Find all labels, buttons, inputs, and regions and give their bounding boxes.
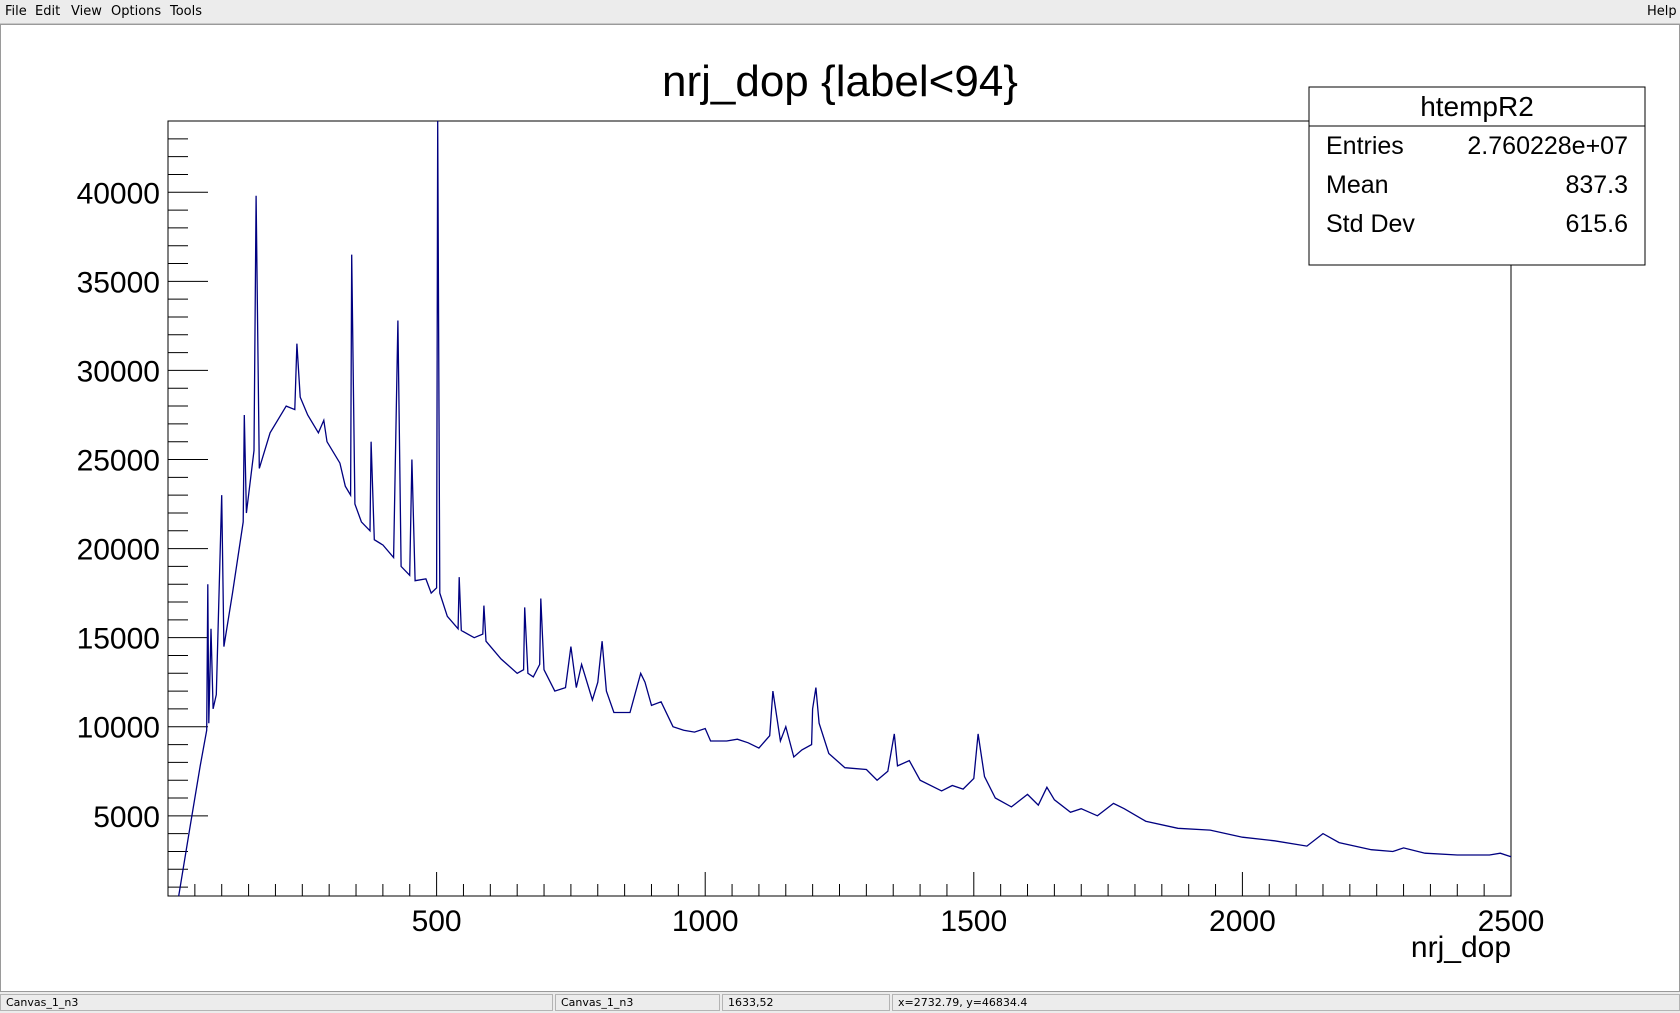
menu-file[interactable]: File (5, 4, 27, 19)
y-tick-label: 25000 (77, 445, 160, 478)
stats-box-frame (1308, 86, 1646, 266)
menu-view[interactable]: View (71, 4, 102, 19)
x-tick-label: 1000 (672, 905, 739, 938)
stats-box-title: htempR2 (1420, 91, 1534, 122)
status-pixel-position: 1633,52 (722, 994, 890, 1011)
x-axis (194, 872, 1512, 896)
y-tick-label: 30000 (77, 355, 160, 388)
status-bar: Canvas_1_n3 Canvas_1_n3 1633,52 x=2732.7… (0, 992, 1680, 1013)
status-object-name: Canvas_1_n3 (0, 994, 553, 1011)
y-tick-label: 5000 (93, 801, 160, 834)
y-tick-label: 40000 (77, 177, 160, 210)
menu-edit[interactable]: Edit (35, 4, 61, 19)
x-tick-label: 2500 (1478, 905, 1545, 938)
stats-stddev-value: 615.6 (1565, 210, 1628, 238)
x-tick-label: 2000 (1209, 905, 1276, 938)
histogram-canvas[interactable]: nrj_dop {label<94} 500 1000 1500 2000 2500 5… (0, 24, 1680, 992)
x-tick-label: 1500 (940, 905, 1007, 938)
x-tick-labels: 500 1000 1500 2000 2500 (412, 905, 1545, 938)
chart-title: nrj_dop {label<94} (662, 57, 1018, 106)
menu-help[interactable]: Help (1647, 4, 1677, 19)
y-tick-labels: 5000 10000 15000 20000 25000 30000 35000 40000 (77, 177, 160, 834)
menu-tools[interactable]: Tools (170, 4, 203, 19)
y-tick-label: 15000 (77, 623, 160, 656)
stats-stddev-label: Std Dev (1326, 210, 1415, 238)
y-tick-label: 20000 (77, 534, 160, 567)
status-object-class: Canvas_1_n3 (555, 994, 720, 1011)
stats-entries-label: Entries (1326, 132, 1404, 160)
y-tick-label: 35000 (77, 266, 160, 299)
x-tick-label: 500 (412, 905, 462, 938)
stats-mean-value: 837.3 (1565, 171, 1628, 199)
stats-mean-label: Mean (1326, 171, 1389, 199)
x-axis-label: nrj_dop (1411, 931, 1511, 964)
histogram-line (178, 120, 1512, 897)
menu-bar: File Edit View Options Tools Help (0, 0, 1680, 24)
stats-box[interactable]: htempR2 Entries 2.760228e+07 Mean 837.3 … (1308, 86, 1646, 266)
status-coordinates: x=2732.79, y=46834.4 (892, 994, 1680, 1011)
stats-entries-value: 2.760228e+07 (1467, 132, 1628, 160)
y-axis (168, 120, 208, 888)
y-tick-label: 10000 (77, 712, 160, 745)
menu-options[interactable]: Options (111, 4, 162, 19)
